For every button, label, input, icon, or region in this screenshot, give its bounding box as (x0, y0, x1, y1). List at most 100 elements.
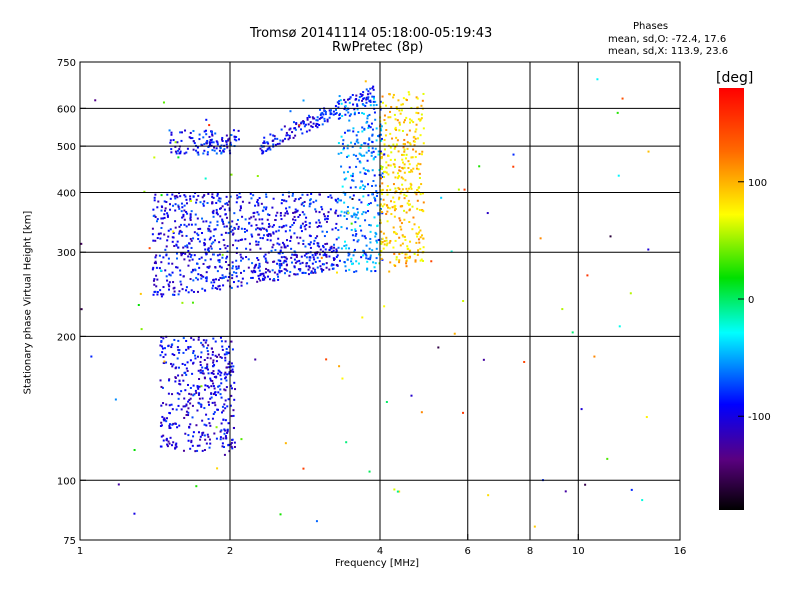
echo-point (422, 201, 425, 204)
echo-point (355, 270, 358, 273)
echo-point (155, 254, 158, 257)
echo-point (261, 152, 264, 155)
echo-point (351, 179, 354, 182)
echo-point (266, 230, 269, 233)
echo-point (212, 413, 215, 416)
noise-point (221, 253, 224, 256)
noise-point (279, 513, 282, 516)
echo-point (199, 371, 202, 374)
echo-point (389, 164, 392, 167)
echo-point (199, 438, 202, 441)
echo-point (165, 439, 168, 442)
echo-point (318, 193, 321, 196)
echo-point (156, 291, 159, 294)
echo-point (371, 141, 374, 144)
echo-point (161, 351, 164, 354)
echo-point (259, 279, 262, 282)
echo-point (312, 267, 315, 270)
echo-point (347, 111, 350, 114)
echo-point (230, 362, 233, 365)
echo-point (347, 154, 350, 157)
echo-point (195, 149, 198, 152)
echo-point (306, 116, 309, 119)
echo-point (386, 210, 389, 213)
echo-point (185, 225, 188, 228)
echo-point (186, 369, 189, 372)
echo-point (168, 378, 171, 381)
echo-point (202, 372, 205, 375)
echo-point (421, 150, 424, 153)
echo-point (409, 143, 412, 146)
echo-point (199, 227, 202, 230)
noise-point (133, 512, 136, 515)
echo-point (283, 214, 286, 217)
echo-point (270, 249, 273, 252)
echo-point (408, 221, 411, 224)
noise-point (533, 525, 536, 528)
echo-point (219, 374, 222, 377)
echo-point (387, 164, 390, 167)
echo-point (322, 254, 325, 257)
echo-point (382, 247, 385, 250)
echo-point (265, 228, 268, 231)
echo-point (232, 365, 235, 368)
echo-point (205, 142, 208, 145)
echo-point (300, 224, 303, 227)
echo-point (187, 400, 190, 403)
echo-point (189, 345, 192, 348)
echo-point (186, 244, 189, 247)
echo-point (354, 186, 357, 189)
echo-point (217, 353, 220, 356)
echo-point (415, 167, 418, 170)
echo-point (275, 214, 278, 217)
echo-point (353, 113, 356, 116)
echo-point (318, 221, 321, 224)
echo-point (301, 261, 304, 264)
echo-point (165, 417, 168, 420)
echo-point (167, 229, 170, 232)
echo-point (218, 265, 221, 268)
echo-point (328, 268, 331, 271)
echo-point (173, 290, 176, 293)
echo-point (356, 211, 359, 214)
echo-point (347, 254, 350, 257)
echo-point (204, 438, 207, 441)
echo-point (345, 244, 348, 247)
noise-point (254, 358, 257, 361)
echo-point (355, 134, 358, 137)
echo-point (361, 130, 364, 133)
noise-point (629, 292, 632, 295)
echo-point (209, 442, 212, 445)
echo-point (369, 254, 372, 257)
echo-point (212, 209, 215, 212)
echo-point (304, 245, 307, 248)
echo-point (200, 356, 203, 359)
echo-point (191, 416, 194, 419)
echo-point (163, 233, 166, 236)
echo-point (209, 142, 212, 145)
echo-point (199, 435, 202, 438)
x-tick-label: 2 (227, 546, 233, 557)
echo-point (194, 450, 197, 453)
echo-point (401, 251, 404, 254)
echo-point (173, 293, 176, 296)
echo-point (380, 257, 383, 260)
noise-point (512, 165, 515, 168)
echo-point (223, 428, 226, 431)
echo-point (262, 150, 265, 153)
echo-point (367, 149, 370, 152)
echo-point (258, 269, 261, 272)
echo-point (213, 432, 216, 435)
echo-point (160, 336, 163, 339)
echo-point (291, 194, 294, 197)
echo-point (257, 274, 260, 277)
echo-point (204, 248, 207, 251)
echo-point (277, 278, 280, 281)
echo-point (416, 235, 419, 238)
echo-point (380, 189, 383, 192)
echo-point (225, 386, 228, 389)
echo-point (198, 138, 201, 141)
echo-point (403, 218, 406, 221)
echo-point (413, 144, 416, 147)
echo-point (212, 370, 215, 373)
